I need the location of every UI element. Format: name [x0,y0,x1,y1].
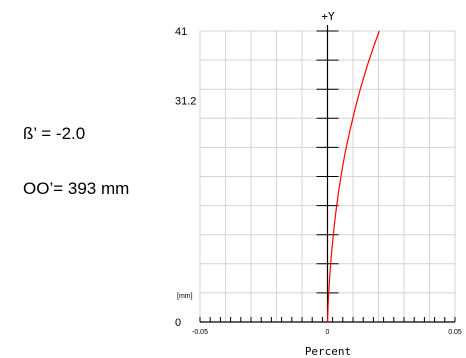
series-group [326,30,380,323]
tick-labels: -0.05 0 0.05 0 31.2 41 [175,26,462,336]
y-tick-label: 31.2 [175,96,196,108]
series-line [326,30,380,323]
x-axis-label: Percent [305,345,351,358]
y-axis-label: +Y [321,10,335,23]
x-tick-label: -0.05 [192,329,208,336]
x-tick-label: 0.05 [448,329,462,336]
axes [200,25,455,323]
y-tick-label: 0 [175,317,181,329]
y-tick-label: 41 [175,26,187,38]
axis-ticks [199,30,456,323]
x-tick-label: 0 [326,329,330,336]
magnification-label: ß’ = -2.0 [23,124,86,143]
object-distance-label: OO’= 393 mm [23,179,130,198]
y-unit-label: [mm] [177,293,193,300]
